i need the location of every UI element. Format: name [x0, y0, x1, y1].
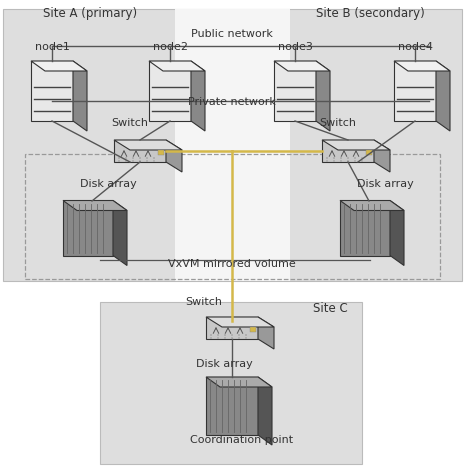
Circle shape	[347, 161, 349, 163]
Polygon shape	[206, 377, 258, 435]
Polygon shape	[340, 201, 404, 211]
Text: Switch: Switch	[112, 118, 148, 128]
Text: Site B (secondary): Site B (secondary)	[316, 8, 425, 20]
Polygon shape	[149, 62, 191, 122]
Circle shape	[333, 158, 335, 159]
Polygon shape	[258, 317, 274, 349]
Polygon shape	[166, 141, 182, 173]
Circle shape	[231, 337, 233, 339]
Polygon shape	[274, 62, 316, 122]
Circle shape	[354, 161, 356, 163]
Polygon shape	[374, 141, 390, 173]
Text: Site A (primary): Site A (primary)	[43, 8, 137, 20]
Circle shape	[333, 161, 335, 163]
Circle shape	[361, 158, 363, 159]
Circle shape	[326, 161, 328, 163]
Text: node1: node1	[34, 42, 69, 52]
Circle shape	[340, 161, 342, 163]
Polygon shape	[322, 141, 374, 163]
Text: Disk array: Disk array	[357, 178, 413, 188]
Text: Public network: Public network	[191, 29, 273, 39]
Polygon shape	[73, 62, 87, 132]
Circle shape	[125, 161, 127, 163]
Polygon shape	[113, 201, 127, 266]
Circle shape	[217, 334, 219, 336]
Circle shape	[139, 158, 141, 159]
Circle shape	[245, 334, 247, 336]
FancyBboxPatch shape	[175, 10, 290, 281]
Polygon shape	[274, 62, 330, 72]
Circle shape	[245, 337, 247, 339]
Polygon shape	[390, 201, 404, 266]
Text: Site C: Site C	[312, 302, 347, 315]
Polygon shape	[191, 62, 205, 132]
Circle shape	[224, 337, 226, 339]
FancyBboxPatch shape	[3, 10, 462, 281]
Polygon shape	[206, 317, 258, 339]
Polygon shape	[206, 377, 272, 387]
Circle shape	[153, 158, 155, 159]
Circle shape	[340, 158, 342, 159]
Circle shape	[231, 334, 233, 336]
Polygon shape	[394, 62, 436, 122]
Polygon shape	[31, 62, 87, 72]
Polygon shape	[63, 201, 127, 211]
FancyBboxPatch shape	[100, 302, 362, 464]
Circle shape	[132, 161, 134, 163]
Polygon shape	[31, 62, 73, 122]
Polygon shape	[394, 62, 450, 72]
Circle shape	[361, 161, 363, 163]
Circle shape	[217, 337, 219, 339]
Text: node3: node3	[278, 42, 312, 52]
Circle shape	[146, 158, 148, 159]
Polygon shape	[63, 201, 113, 256]
Text: Switch: Switch	[319, 118, 357, 128]
Circle shape	[224, 334, 226, 336]
Polygon shape	[114, 141, 166, 163]
Circle shape	[354, 158, 356, 159]
Polygon shape	[322, 141, 390, 151]
Text: Disk array: Disk array	[196, 358, 252, 368]
Polygon shape	[206, 317, 274, 327]
Circle shape	[125, 158, 127, 159]
Circle shape	[118, 161, 120, 163]
Circle shape	[153, 161, 155, 163]
Polygon shape	[114, 141, 182, 151]
Bar	[158, 151, 164, 156]
Text: Private network: Private network	[188, 97, 276, 107]
Polygon shape	[316, 62, 330, 132]
Bar	[250, 327, 256, 332]
Circle shape	[238, 334, 240, 336]
Circle shape	[238, 337, 240, 339]
Text: Coordination point: Coordination point	[191, 434, 293, 444]
Circle shape	[139, 161, 141, 163]
Text: node2: node2	[153, 42, 187, 52]
Circle shape	[326, 158, 328, 159]
Text: Switch: Switch	[186, 297, 222, 307]
Circle shape	[210, 334, 212, 336]
Circle shape	[132, 158, 134, 159]
Polygon shape	[340, 201, 390, 256]
Circle shape	[347, 158, 349, 159]
Text: Disk array: Disk array	[80, 178, 136, 188]
Circle shape	[146, 161, 148, 163]
Polygon shape	[436, 62, 450, 132]
Bar	[366, 151, 372, 156]
Text: node4: node4	[398, 42, 432, 52]
Polygon shape	[149, 62, 205, 72]
Text: VxVM mirrored volume: VxVM mirrored volume	[168, 258, 296, 268]
Polygon shape	[258, 377, 272, 445]
Circle shape	[210, 337, 212, 339]
Circle shape	[118, 158, 120, 159]
